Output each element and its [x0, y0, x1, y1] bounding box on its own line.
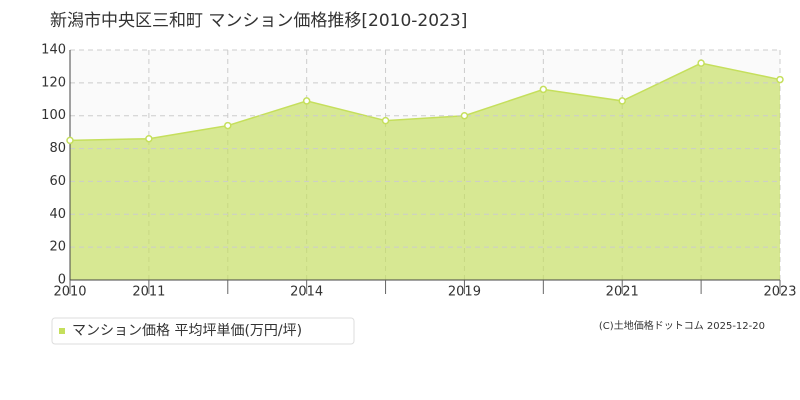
credit: (C)土地価格ドットコム 2025-12-20 [599, 319, 765, 332]
x-tick-label: 2014 [290, 285, 323, 300]
y-tick-label: 60 [49, 174, 66, 189]
y-tick-label: 100 [41, 108, 66, 123]
chart-title: 新潟市中央区三和町 マンション価格推移[2010-2023] [50, 11, 467, 31]
legend-swatch [59, 328, 65, 334]
x-tick-label: 2011 [132, 285, 165, 300]
point [618, 97, 626, 105]
x-tick-label: 2023 [763, 285, 796, 300]
point [145, 134, 153, 143]
point [460, 111, 469, 120]
point [66, 136, 74, 145]
y-tick-label: 80 [49, 141, 66, 156]
point [776, 75, 784, 84]
x-tick-label: 2010 [53, 285, 86, 300]
point [302, 97, 311, 105]
point [381, 116, 390, 125]
point [539, 85, 548, 94]
area [70, 63, 780, 281]
y-tick-label: 120 [41, 75, 66, 90]
y-tick-label: 20 [49, 240, 66, 255]
legend-box [51, 317, 355, 345]
y-tick-label: 40 [49, 207, 66, 222]
y-tick-label: 0 [58, 273, 66, 288]
legend-label: マンション価格 平均坪単価(万円/坪) [72, 323, 302, 339]
x-tick-label: 2019 [448, 285, 481, 300]
legend: マンション価格 平均坪単価(万円/坪) [51, 317, 355, 345]
y-tick-label: 140 [41, 43, 66, 58]
point [697, 59, 705, 67]
x-tick-label: 2021 [606, 285, 639, 300]
point [224, 121, 232, 130]
line [69, 62, 781, 142]
